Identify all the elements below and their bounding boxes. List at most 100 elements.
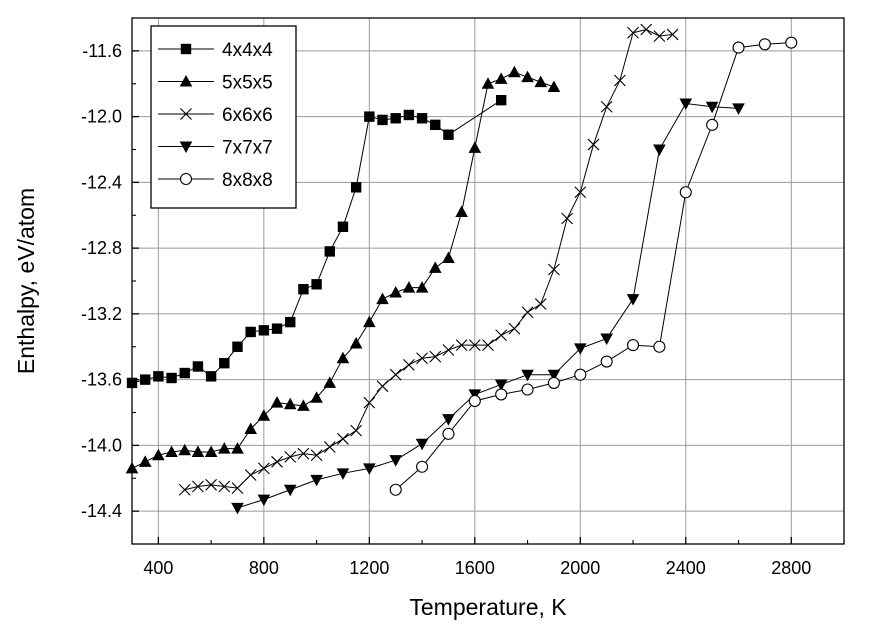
y-tick-label: -12.0 bbox=[81, 107, 122, 127]
data-point bbox=[521, 70, 534, 83]
x-tick-label: 2000 bbox=[560, 558, 600, 578]
data-point bbox=[245, 326, 256, 338]
data-point bbox=[231, 482, 244, 495]
data-point bbox=[376, 380, 389, 393]
data-point bbox=[231, 502, 244, 515]
data-point bbox=[205, 478, 217, 491]
y-tick-label: -14.0 bbox=[81, 435, 122, 455]
data-point bbox=[521, 383, 534, 396]
data-point bbox=[403, 109, 415, 121]
data-point bbox=[627, 26, 639, 39]
x-axis-label: Temperature, K bbox=[409, 594, 567, 620]
data-point bbox=[547, 80, 561, 93]
legend-marker bbox=[180, 43, 192, 55]
data-point bbox=[363, 315, 376, 328]
data-point bbox=[481, 77, 495, 89]
data-point bbox=[217, 442, 231, 454]
data-point bbox=[389, 483, 402, 496]
legend-entry: 7x7x7 bbox=[158, 138, 273, 159]
data-point bbox=[640, 23, 653, 36]
data-point bbox=[350, 424, 363, 437]
data-point bbox=[336, 351, 350, 364]
legend-label: 7x7x7 bbox=[222, 138, 273, 159]
data-point bbox=[377, 114, 388, 126]
data-point bbox=[547, 376, 560, 389]
data-point bbox=[573, 343, 587, 355]
data-point bbox=[350, 182, 362, 193]
data-point bbox=[244, 469, 257, 481]
data-point bbox=[415, 438, 429, 451]
data-point bbox=[455, 339, 468, 351]
data-point bbox=[389, 368, 402, 381]
legend-box bbox=[150, 25, 297, 209]
data-point bbox=[653, 340, 666, 353]
data-point bbox=[613, 74, 626, 87]
data-point bbox=[257, 462, 270, 475]
data-point bbox=[297, 447, 310, 460]
data-point bbox=[443, 129, 454, 140]
data-point bbox=[283, 397, 297, 410]
data-point bbox=[416, 460, 429, 473]
data-point bbox=[785, 36, 798, 49]
data-point bbox=[442, 414, 455, 426]
data-point bbox=[442, 251, 455, 263]
data-point bbox=[415, 281, 429, 293]
data-point bbox=[653, 144, 666, 156]
data-point bbox=[323, 441, 336, 453]
data-point bbox=[324, 246, 335, 257]
y-tick-label: -13.6 bbox=[81, 370, 122, 390]
legend-label: 5x5x5 bbox=[222, 73, 273, 94]
data-point bbox=[298, 284, 309, 295]
legend-entry: 6x6x6 bbox=[158, 105, 273, 126]
data-point bbox=[270, 396, 284, 408]
data-point bbox=[468, 394, 481, 408]
y-tick-label: -12.4 bbox=[81, 172, 122, 192]
data-point bbox=[495, 94, 507, 106]
data-point bbox=[482, 339, 494, 351]
legend-entry: 4x4x4 bbox=[158, 40, 273, 61]
data-point bbox=[547, 369, 561, 382]
series-line bbox=[184, 28, 673, 491]
data-point bbox=[455, 205, 468, 217]
data-point bbox=[349, 336, 363, 349]
data-point bbox=[284, 450, 297, 463]
data-point bbox=[495, 388, 508, 401]
data-point bbox=[257, 409, 271, 421]
legend: 4x4x4 5x5x5 6x6x6 7x7x7 8x8x8 bbox=[150, 25, 297, 209]
series-line bbox=[237, 102, 739, 509]
data-point bbox=[205, 371, 217, 382]
legend-label: 6x6x6 bbox=[222, 105, 273, 126]
data-point bbox=[390, 113, 401, 124]
data-point bbox=[363, 396, 376, 409]
data-point bbox=[574, 186, 587, 199]
data-point bbox=[548, 263, 560, 276]
data-point bbox=[337, 221, 349, 232]
data-point bbox=[258, 325, 270, 336]
series-line bbox=[395, 42, 792, 491]
x-tick-label: 800 bbox=[249, 558, 279, 578]
x-tick-label: 2400 bbox=[666, 558, 706, 578]
series-6x6x6 bbox=[178, 23, 679, 496]
data-point bbox=[323, 376, 337, 388]
data-point bbox=[626, 294, 640, 306]
data-point bbox=[336, 468, 350, 480]
data-point bbox=[534, 75, 548, 88]
data-point bbox=[376, 292, 389, 305]
data-point bbox=[521, 369, 534, 382]
data-point bbox=[561, 212, 573, 225]
data-point bbox=[283, 484, 297, 497]
x-tick-label: 1200 bbox=[349, 558, 389, 578]
legend-entry: 5x5x5 bbox=[158, 73, 273, 94]
series-7x7x7 bbox=[231, 98, 745, 515]
data-point bbox=[218, 480, 231, 493]
data-point bbox=[165, 445, 178, 457]
y-tick-label: -14.4 bbox=[81, 501, 122, 521]
legend-entry: 8x8x8 bbox=[158, 170, 273, 191]
data-point bbox=[257, 494, 271, 507]
data-point bbox=[231, 442, 244, 454]
data-point bbox=[705, 101, 719, 114]
data-point bbox=[494, 379, 508, 392]
data-point bbox=[297, 399, 310, 411]
data-point bbox=[178, 443, 192, 456]
